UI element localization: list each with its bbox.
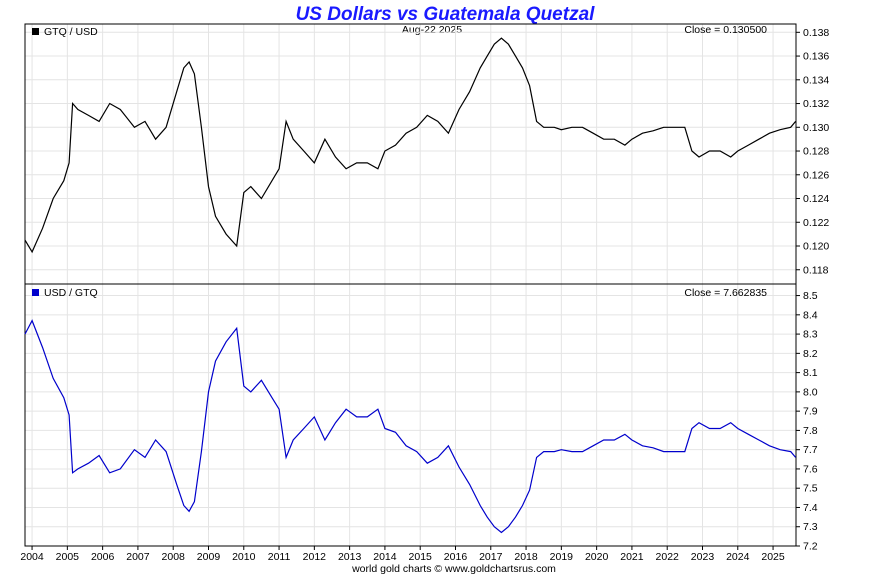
y-tick-label: 8.4 <box>803 309 818 321</box>
x-tick-label: 2014 <box>373 551 397 563</box>
x-tick-label: 2008 <box>162 551 186 563</box>
y-tick-label: 0.132 <box>803 98 829 110</box>
x-tick-label: 2019 <box>550 551 574 563</box>
legend-swatch-gtq-usd <box>32 28 39 35</box>
legend-swatch-usd-gtq <box>32 289 39 296</box>
axis-layer: 0.118 0.120 0.122 0.124 0.126 0.128 0.130 0.132… <box>20 27 829 563</box>
y-tick-label: 0.138 <box>803 27 829 39</box>
y-tick-label: 0.122 <box>803 217 829 229</box>
y-tick-label: 7.6 <box>803 463 818 475</box>
y-tick-label: 0.134 <box>803 74 829 86</box>
grid-layer <box>25 24 796 547</box>
y-tick-label: 8.5 <box>803 290 818 302</box>
y-tick-label: 7.8 <box>803 425 818 437</box>
close-label-usd-gtq: Close = 7.662835 <box>684 287 767 299</box>
y-tick-label: 8.0 <box>803 386 818 398</box>
legend-label-gtq-usd: GTQ / USD <box>44 26 98 38</box>
y-tick-label: 7.4 <box>803 502 818 514</box>
x-tick-label: 2022 <box>656 551 680 563</box>
series-line-gtq-usd <box>24 37 797 254</box>
y-tick-label: 7.7 <box>803 444 818 456</box>
x-tick-label: 2018 <box>514 551 538 563</box>
bottom-panel-frame <box>24 283 797 547</box>
y-tick-label: 7.3 <box>803 521 818 533</box>
y-tick-label: 0.128 <box>803 146 829 158</box>
y-tick-label: 8.3 <box>803 329 818 341</box>
x-tick-label: 2016 <box>444 551 468 563</box>
y-tick-label: 0.126 <box>803 169 829 181</box>
x-tick-label: 2007 <box>126 551 150 563</box>
x-tick-label: 2012 <box>303 551 327 563</box>
top-panel-frame <box>24 23 797 285</box>
legend-label-usd-gtq: USD / GTQ <box>44 287 98 299</box>
x-tick-label: 2011 <box>268 551 291 563</box>
y-tick-label: 0.130 <box>803 122 829 134</box>
y-tick-label: 7.2 <box>803 541 818 553</box>
series-line-usd-gtq <box>24 319 797 534</box>
y-tick-label: 0.120 <box>803 241 829 253</box>
y-tick-label: 8.2 <box>803 348 818 360</box>
chart-title: US Dollars vs Guatemala Quetzal <box>296 4 596 25</box>
y-tick-label: 0.118 <box>803 264 829 276</box>
x-tick-label: 2023 <box>691 551 715 563</box>
x-tick-label: 2020 <box>585 551 609 563</box>
chart-date: Aug-22 2025 <box>402 24 462 36</box>
x-tick-label: 2005 <box>56 551 80 563</box>
x-tick-label: 2006 <box>91 551 115 563</box>
x-tick-label: 2015 <box>409 551 433 563</box>
x-tick-label: 2025 <box>761 551 785 563</box>
x-tick-label: 2024 <box>726 551 750 563</box>
y-tick-label: 0.124 <box>803 193 829 205</box>
x-tick-label: 2013 <box>338 551 362 563</box>
x-tick-label: 2004 <box>20 551 44 563</box>
y-tick-label: 7.5 <box>803 483 818 495</box>
chart-footer: world gold charts © www.goldchartsrus.co… <box>351 563 556 575</box>
y-tick-label: 0.136 <box>803 51 829 63</box>
close-label-gtq-usd: Close = 0.130500 <box>684 24 767 36</box>
x-tick-label: 2021 <box>620 551 644 563</box>
y-tick-label: 7.9 <box>803 406 818 418</box>
y-tick-label: 8.1 <box>803 367 818 379</box>
x-tick-label: 2017 <box>479 551 503 563</box>
x-tick-label: 2009 <box>197 551 221 563</box>
x-tick-label: 2010 <box>232 551 256 563</box>
